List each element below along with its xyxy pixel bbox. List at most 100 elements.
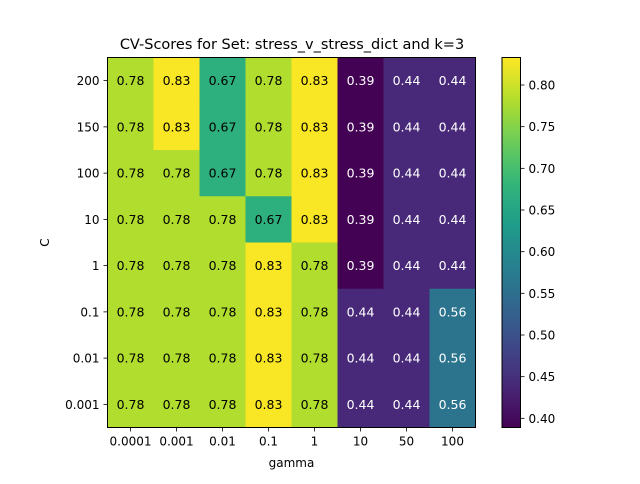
cell-value-label: 0.83 xyxy=(301,119,329,134)
cell-value-label: 0.78 xyxy=(117,351,145,366)
cell-value-label: 0.44 xyxy=(393,304,421,319)
heatmap-cell xyxy=(199,335,246,382)
heatmap-cell xyxy=(245,288,292,336)
heatmap-cell xyxy=(107,242,154,290)
cell-value-label: 0.39 xyxy=(347,119,375,134)
y-tick-label: 1 xyxy=(92,259,100,273)
heatmap-cell xyxy=(337,150,384,197)
x-tick-label: 50 xyxy=(399,435,414,449)
y-axis: 200 150 100 10 1 0.1 0.01 0.001 xyxy=(65,74,108,412)
cell-value-label: 0.78 xyxy=(301,397,329,412)
cell-value-label: 0.39 xyxy=(347,212,375,227)
heatmap-cell xyxy=(153,57,200,105)
heatmap-cell xyxy=(199,381,246,428)
heatmap-cell xyxy=(107,381,154,428)
colorbar-gradient xyxy=(502,57,521,428)
heatmap-cell xyxy=(337,288,384,336)
cell-value-label: 0.44 xyxy=(393,351,421,366)
heatmap-cell xyxy=(291,57,338,105)
cell-value-label: 0.78 xyxy=(209,212,237,227)
heatmap-cell xyxy=(383,196,430,243)
heatmap-cell xyxy=(153,288,200,336)
heatmap-cell xyxy=(291,196,338,243)
cell-value-label: 0.44 xyxy=(439,212,467,227)
cell-value-label: 0.67 xyxy=(255,212,283,227)
colorbar-tick-label: 0.55 xyxy=(529,287,556,301)
cell-value-label: 0.78 xyxy=(301,258,329,273)
heatmap-cell xyxy=(429,288,476,336)
heatmap-cell xyxy=(199,196,246,243)
cell-value-label: 0.44 xyxy=(347,304,375,319)
cell-value-label: 0.78 xyxy=(301,304,329,319)
heatmap-cell xyxy=(383,288,430,336)
heatmap-cell xyxy=(383,150,430,197)
heatmap-cell xyxy=(153,335,200,382)
x-axis: 0.0001 0.001 0.01 0.1 1 10 50 100 xyxy=(110,427,464,449)
heatmap-cell xyxy=(383,381,430,428)
plot-frame xyxy=(107,57,476,428)
cell-value-label: 0.44 xyxy=(347,351,375,366)
heatmap-cells xyxy=(107,57,476,428)
x-tick-label: 1 xyxy=(311,435,319,449)
heatmap-cell xyxy=(383,335,430,382)
x-tick-label: 0.0001 xyxy=(110,435,152,449)
heatmap-cell xyxy=(199,57,246,105)
cell-value-label: 0.83 xyxy=(301,73,329,88)
heatmap-cell xyxy=(245,196,292,243)
cell-value-label: 0.78 xyxy=(117,258,145,273)
y-tick-label: 150 xyxy=(77,120,100,134)
heatmap-cell xyxy=(429,57,476,105)
colorbar-tick-label: 0.40 xyxy=(529,412,556,426)
cell-value-label: 0.83 xyxy=(163,119,191,134)
cell-value-label: 0.67 xyxy=(209,73,237,88)
heatmap-cell xyxy=(199,103,246,151)
colorbar-tick-label: 0.45 xyxy=(529,370,556,384)
x-tick-label: 0.1 xyxy=(259,435,278,449)
cell-value-label: 0.78 xyxy=(209,351,237,366)
cell-value-label: 0.78 xyxy=(163,397,191,412)
chart-title: CV-Scores for Set: stress_v_stress_dict … xyxy=(120,37,464,53)
heatmap-cell xyxy=(199,288,246,336)
cell-value-label: 0.78 xyxy=(209,258,237,273)
cell-value-label: 0.78 xyxy=(163,304,191,319)
heatmap-cell xyxy=(291,381,338,428)
y-tick-label: 0.1 xyxy=(80,305,99,319)
y-tick-label: 200 xyxy=(77,74,100,88)
cell-value-label: 0.78 xyxy=(209,397,237,412)
heatmap-cell xyxy=(107,103,154,151)
heatmap-cell xyxy=(107,150,154,197)
heatmap-cell xyxy=(245,103,292,151)
y-axis-label: C xyxy=(38,238,52,246)
heatmap-cell xyxy=(337,335,384,382)
colorbar-frame xyxy=(501,57,521,428)
cell-value-label: 0.67 xyxy=(209,166,237,181)
heatmap-cell xyxy=(337,57,384,105)
x-axis-label: gamma xyxy=(269,456,315,470)
cell-value-label: 0.44 xyxy=(393,397,421,412)
heatmap-cell xyxy=(153,103,200,151)
heatmap-cell xyxy=(383,103,430,151)
cell-value-label: 0.39 xyxy=(347,73,375,88)
cell-value-label: 0.44 xyxy=(393,119,421,134)
cell-value-label: 0.44 xyxy=(347,397,375,412)
x-tick-label: 100 xyxy=(441,435,464,449)
heatmap-cell xyxy=(245,57,292,105)
cell-value-label: 0.44 xyxy=(393,258,421,273)
heatmap-cell xyxy=(337,381,384,428)
cell-value-label: 0.83 xyxy=(255,397,283,412)
cell-value-label: 0.56 xyxy=(439,351,467,366)
heatmap-cell xyxy=(429,381,476,428)
heatmap-cell xyxy=(337,242,384,290)
heatmap-cell xyxy=(383,242,430,290)
heatmap-cell xyxy=(291,242,338,290)
colorbar-tick-label: 0.80 xyxy=(529,79,556,93)
cell-value-label: 0.78 xyxy=(163,258,191,273)
cell-value-label: 0.78 xyxy=(117,397,145,412)
x-tick-label: 0.01 xyxy=(209,435,236,449)
heatmap-cell xyxy=(337,103,384,151)
heatmap-cell xyxy=(199,150,246,197)
cell-value-label: 0.39 xyxy=(347,258,375,273)
cell-value-label: 0.83 xyxy=(255,258,283,273)
cell-value-label: 0.78 xyxy=(163,166,191,181)
heatmap-cell xyxy=(107,335,154,382)
